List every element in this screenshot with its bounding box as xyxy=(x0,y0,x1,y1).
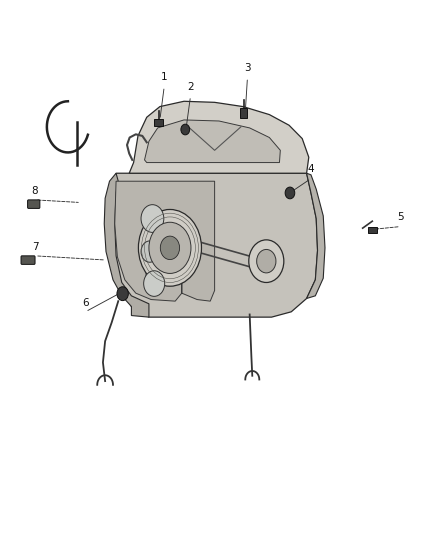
Text: 1: 1 xyxy=(161,72,168,82)
Text: 6: 6 xyxy=(82,297,89,308)
Polygon shape xyxy=(113,173,318,317)
Text: 7: 7 xyxy=(32,241,39,252)
Circle shape xyxy=(257,249,276,273)
FancyBboxPatch shape xyxy=(21,256,35,264)
Circle shape xyxy=(141,241,159,262)
Circle shape xyxy=(144,271,165,296)
Circle shape xyxy=(138,209,201,286)
Circle shape xyxy=(181,124,190,135)
Polygon shape xyxy=(115,181,215,301)
Circle shape xyxy=(117,287,128,301)
Circle shape xyxy=(149,222,191,273)
Circle shape xyxy=(249,240,284,282)
Text: 2: 2 xyxy=(187,82,194,92)
Polygon shape xyxy=(129,101,309,173)
FancyBboxPatch shape xyxy=(368,227,377,233)
FancyBboxPatch shape xyxy=(154,119,163,126)
FancyBboxPatch shape xyxy=(28,200,40,208)
Text: 3: 3 xyxy=(244,63,251,73)
Polygon shape xyxy=(145,120,280,163)
Text: 5: 5 xyxy=(397,212,404,222)
Circle shape xyxy=(160,236,180,260)
Polygon shape xyxy=(104,173,149,317)
Polygon shape xyxy=(307,173,325,298)
FancyBboxPatch shape xyxy=(240,108,247,118)
Circle shape xyxy=(285,187,295,199)
Circle shape xyxy=(141,205,164,232)
Text: 4: 4 xyxy=(307,164,314,174)
Text: 8: 8 xyxy=(32,185,39,196)
